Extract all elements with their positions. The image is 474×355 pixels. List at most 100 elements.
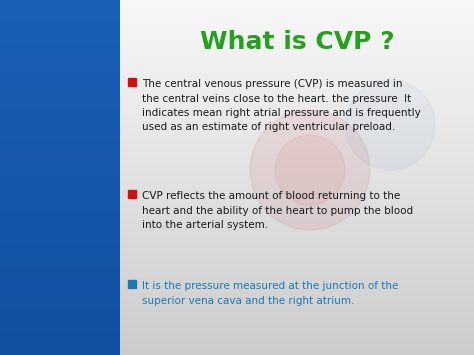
- Bar: [0, 262, 120, 263]
- Bar: [0, 180, 120, 181]
- Bar: [120, 111, 474, 112]
- Bar: [0, 77, 120, 78]
- Bar: [120, 13, 474, 14]
- Bar: [0, 232, 120, 233]
- Bar: [0, 266, 120, 267]
- Bar: [120, 217, 474, 218]
- Bar: [0, 57, 120, 58]
- Bar: [0, 106, 120, 107]
- Bar: [120, 188, 474, 189]
- Bar: [0, 337, 120, 338]
- Bar: [120, 281, 474, 282]
- Bar: [120, 276, 474, 277]
- Bar: [0, 69, 120, 70]
- Bar: [0, 14, 120, 15]
- Bar: [120, 294, 474, 295]
- Bar: [0, 117, 120, 118]
- Bar: [120, 184, 474, 185]
- Bar: [0, 64, 120, 65]
- Bar: [0, 321, 120, 322]
- Bar: [0, 220, 120, 221]
- Bar: [0, 286, 120, 287]
- Bar: [120, 290, 474, 291]
- Bar: [0, 224, 120, 225]
- Bar: [0, 23, 120, 24]
- Bar: [120, 137, 474, 138]
- Bar: [120, 179, 474, 180]
- Bar: [120, 310, 474, 311]
- Bar: [120, 333, 474, 334]
- Bar: [120, 161, 474, 162]
- Bar: [120, 322, 474, 323]
- Bar: [120, 20, 474, 21]
- Bar: [120, 120, 474, 121]
- Bar: [120, 30, 474, 31]
- Bar: [120, 11, 474, 12]
- Bar: [0, 123, 120, 124]
- Bar: [0, 270, 120, 271]
- Bar: [120, 284, 474, 285]
- Bar: [120, 178, 474, 179]
- Bar: [0, 93, 120, 94]
- Bar: [0, 28, 120, 29]
- Bar: [120, 215, 474, 216]
- Bar: [0, 22, 120, 23]
- Bar: [120, 348, 474, 349]
- Bar: [0, 1, 120, 2]
- Bar: [120, 253, 474, 254]
- Bar: [120, 201, 474, 202]
- Bar: [0, 162, 120, 163]
- Bar: [120, 233, 474, 234]
- Bar: [0, 258, 120, 259]
- Bar: [0, 196, 120, 197]
- Bar: [120, 205, 474, 206]
- Bar: [120, 237, 474, 238]
- Bar: [120, 102, 474, 103]
- Bar: [120, 50, 474, 51]
- Bar: [0, 116, 120, 117]
- Bar: [120, 169, 474, 170]
- Bar: [0, 315, 120, 316]
- Bar: [120, 8, 474, 9]
- Bar: [0, 260, 120, 261]
- Bar: [120, 297, 474, 298]
- Bar: [0, 135, 120, 136]
- Bar: [120, 69, 474, 70]
- Bar: [0, 303, 120, 304]
- Bar: [120, 44, 474, 45]
- Bar: [120, 273, 474, 274]
- Bar: [0, 312, 120, 313]
- Bar: [0, 274, 120, 275]
- Bar: [120, 241, 474, 242]
- Bar: [120, 14, 474, 15]
- Bar: [120, 101, 474, 102]
- Bar: [120, 272, 474, 273]
- Bar: [120, 85, 474, 86]
- Bar: [0, 280, 120, 281]
- Bar: [120, 286, 474, 287]
- Bar: [120, 34, 474, 35]
- Bar: [120, 165, 474, 166]
- Bar: [0, 30, 120, 31]
- Bar: [0, 63, 120, 64]
- Bar: [0, 205, 120, 206]
- Bar: [120, 262, 474, 263]
- Bar: [120, 117, 474, 118]
- Bar: [120, 309, 474, 310]
- Bar: [120, 106, 474, 107]
- Bar: [120, 216, 474, 217]
- Bar: [0, 53, 120, 54]
- Bar: [0, 184, 120, 185]
- Bar: [0, 253, 120, 254]
- Bar: [120, 131, 474, 132]
- Bar: [120, 142, 474, 143]
- Bar: [120, 227, 474, 228]
- Bar: [120, 193, 474, 194]
- Bar: [0, 297, 120, 298]
- Bar: [120, 269, 474, 270]
- Bar: [0, 340, 120, 341]
- Bar: [0, 264, 120, 265]
- Bar: [120, 135, 474, 136]
- Bar: [0, 136, 120, 137]
- Bar: [120, 238, 474, 239]
